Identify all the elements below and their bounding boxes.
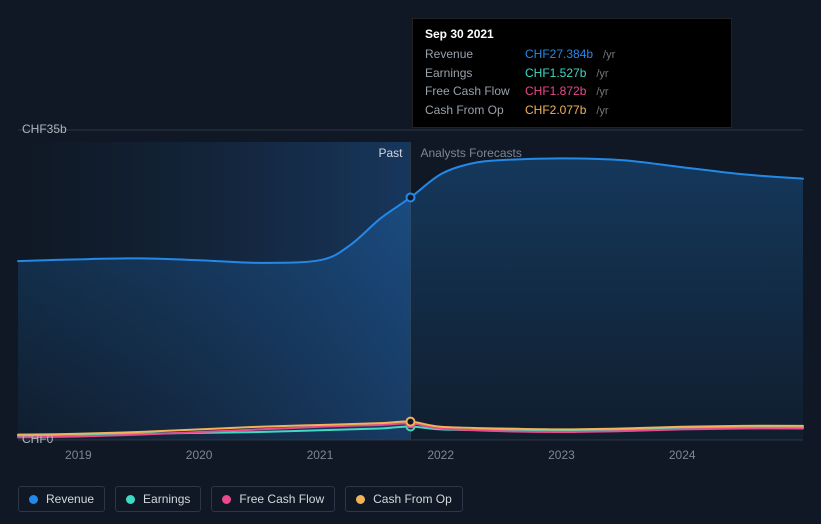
tooltip-row-suffix: /yr — [596, 66, 608, 83]
legend-item-label: Free Cash Flow — [239, 492, 324, 506]
y-tick-label: CHF35b — [22, 122, 67, 136]
tooltip-row: Earnings CHF1.527b/yr — [425, 64, 719, 83]
tooltip-row-label: Free Cash Flow — [425, 82, 517, 100]
legend-swatch-icon — [356, 495, 365, 504]
tooltip-row-suffix: /yr — [596, 103, 608, 120]
tooltip-row-value: CHF27.384b — [525, 45, 593, 63]
legend-swatch-icon — [126, 495, 135, 504]
hover-tooltip: Sep 30 2021 RevenueCHF27.384b/yrEarnings… — [412, 18, 732, 128]
tooltip-row-label: Earnings — [425, 64, 517, 82]
tooltip-row-value: CHF1.527b — [525, 64, 586, 82]
legend-item-revenue[interactable]: Revenue — [18, 486, 105, 512]
legend-swatch-icon — [29, 495, 38, 504]
tooltip-row-value: CHF2.077b — [525, 101, 586, 119]
legend-item-fcf[interactable]: Free Cash Flow — [211, 486, 335, 512]
x-tick-label: 2019 — [65, 448, 92, 462]
y-tick-label: CHF0 — [22, 432, 53, 446]
x-tick-label: 2022 — [427, 448, 454, 462]
section-label-forecast: Analysts Forecasts — [421, 146, 522, 160]
x-tick-label: 2020 — [186, 448, 213, 462]
tooltip-row-value: CHF1.872b — [525, 82, 586, 100]
tooltip-row-label: Cash From Op — [425, 101, 517, 119]
tooltip-row-suffix: /yr — [596, 84, 608, 101]
tooltip-row-label: Revenue — [425, 45, 517, 63]
legend-item-earnings[interactable]: Earnings — [115, 486, 201, 512]
x-tick-label: 2023 — [548, 448, 575, 462]
tooltip-row: Free Cash Flow CHF1.872b/yr — [425, 82, 719, 101]
chart-legend: Revenue Earnings Free Cash Flow Cash From O… — [18, 486, 463, 512]
tooltip-row-suffix: /yr — [603, 47, 615, 64]
tooltip-date: Sep 30 2021 — [425, 27, 719, 41]
legend-swatch-icon — [222, 495, 231, 504]
tooltip-row: Cash From Op CHF2.077b/yr — [425, 101, 719, 120]
earnings-revenue-chart: CHF35b CHF0 2019 2020 2021 2022 2023 2024 Past… — [0, 0, 821, 524]
x-tick-label: 2021 — [307, 448, 334, 462]
tooltip-row: Revenue CHF27.384b/yr — [425, 45, 719, 64]
x-tick-label: 2024 — [669, 448, 696, 462]
legend-item-label: Earnings — [143, 492, 190, 506]
legend-item-label: Cash From Op — [373, 492, 452, 506]
section-label-past: Past — [379, 146, 403, 160]
legend-item-cfo[interactable]: Cash From Op — [345, 486, 463, 512]
legend-item-label: Revenue — [46, 492, 94, 506]
